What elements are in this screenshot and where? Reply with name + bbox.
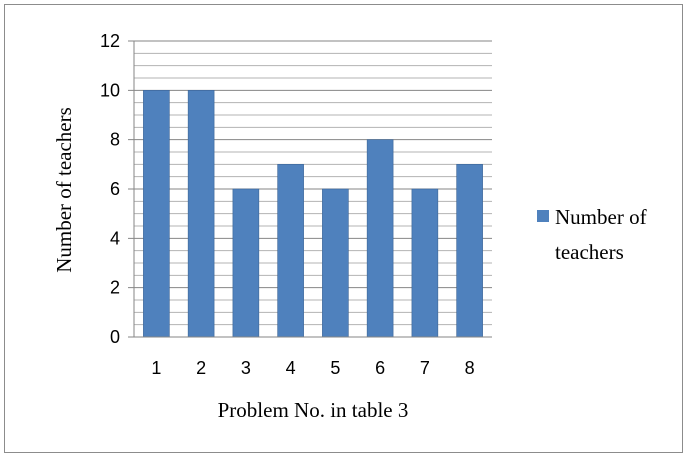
y-tick-label: 8 xyxy=(110,130,120,150)
bar-3 xyxy=(232,188,260,338)
x-tick-label: 8 xyxy=(465,358,475,378)
bar-7 xyxy=(411,188,439,338)
bar-5 xyxy=(322,188,349,338)
y-tick-label: 4 xyxy=(110,228,120,248)
bar-1 xyxy=(143,90,170,338)
y-tick-label: 12 xyxy=(100,31,120,51)
axes xyxy=(128,41,492,338)
x-axis-title: Problem No. in table 3 xyxy=(218,398,409,422)
x-tick-labels: 1 2 3 4 5 6 7 8 xyxy=(151,358,474,378)
legend-swatch xyxy=(537,210,549,222)
x-tick-label: 1 xyxy=(151,358,161,378)
legend-label-line-2: teachers xyxy=(555,240,624,264)
y-tick-label: 6 xyxy=(110,179,120,199)
legend: Number of teachers xyxy=(537,205,647,264)
x-tick-label: 7 xyxy=(420,358,430,378)
bar-6 xyxy=(366,139,394,338)
x-tick-label: 2 xyxy=(196,358,206,378)
bar-8 xyxy=(456,164,483,338)
bars xyxy=(143,90,483,338)
x-tick-label: 3 xyxy=(241,358,251,378)
legend-label-line-1: Number of xyxy=(555,205,647,229)
y-tick-label: 2 xyxy=(110,278,120,298)
bar-2 xyxy=(187,90,215,338)
y-tick-label: 10 xyxy=(100,80,120,100)
y-tick-labels: 0 2 4 6 8 10 12 xyxy=(100,31,120,347)
x-tick-label: 5 xyxy=(330,358,340,378)
y-axis-title: Number of teachers xyxy=(52,107,76,273)
x-tick-label: 6 xyxy=(375,358,385,378)
y-tick-label: 0 xyxy=(110,327,120,347)
x-tick-label: 4 xyxy=(286,358,296,378)
bar-4 xyxy=(277,164,304,338)
